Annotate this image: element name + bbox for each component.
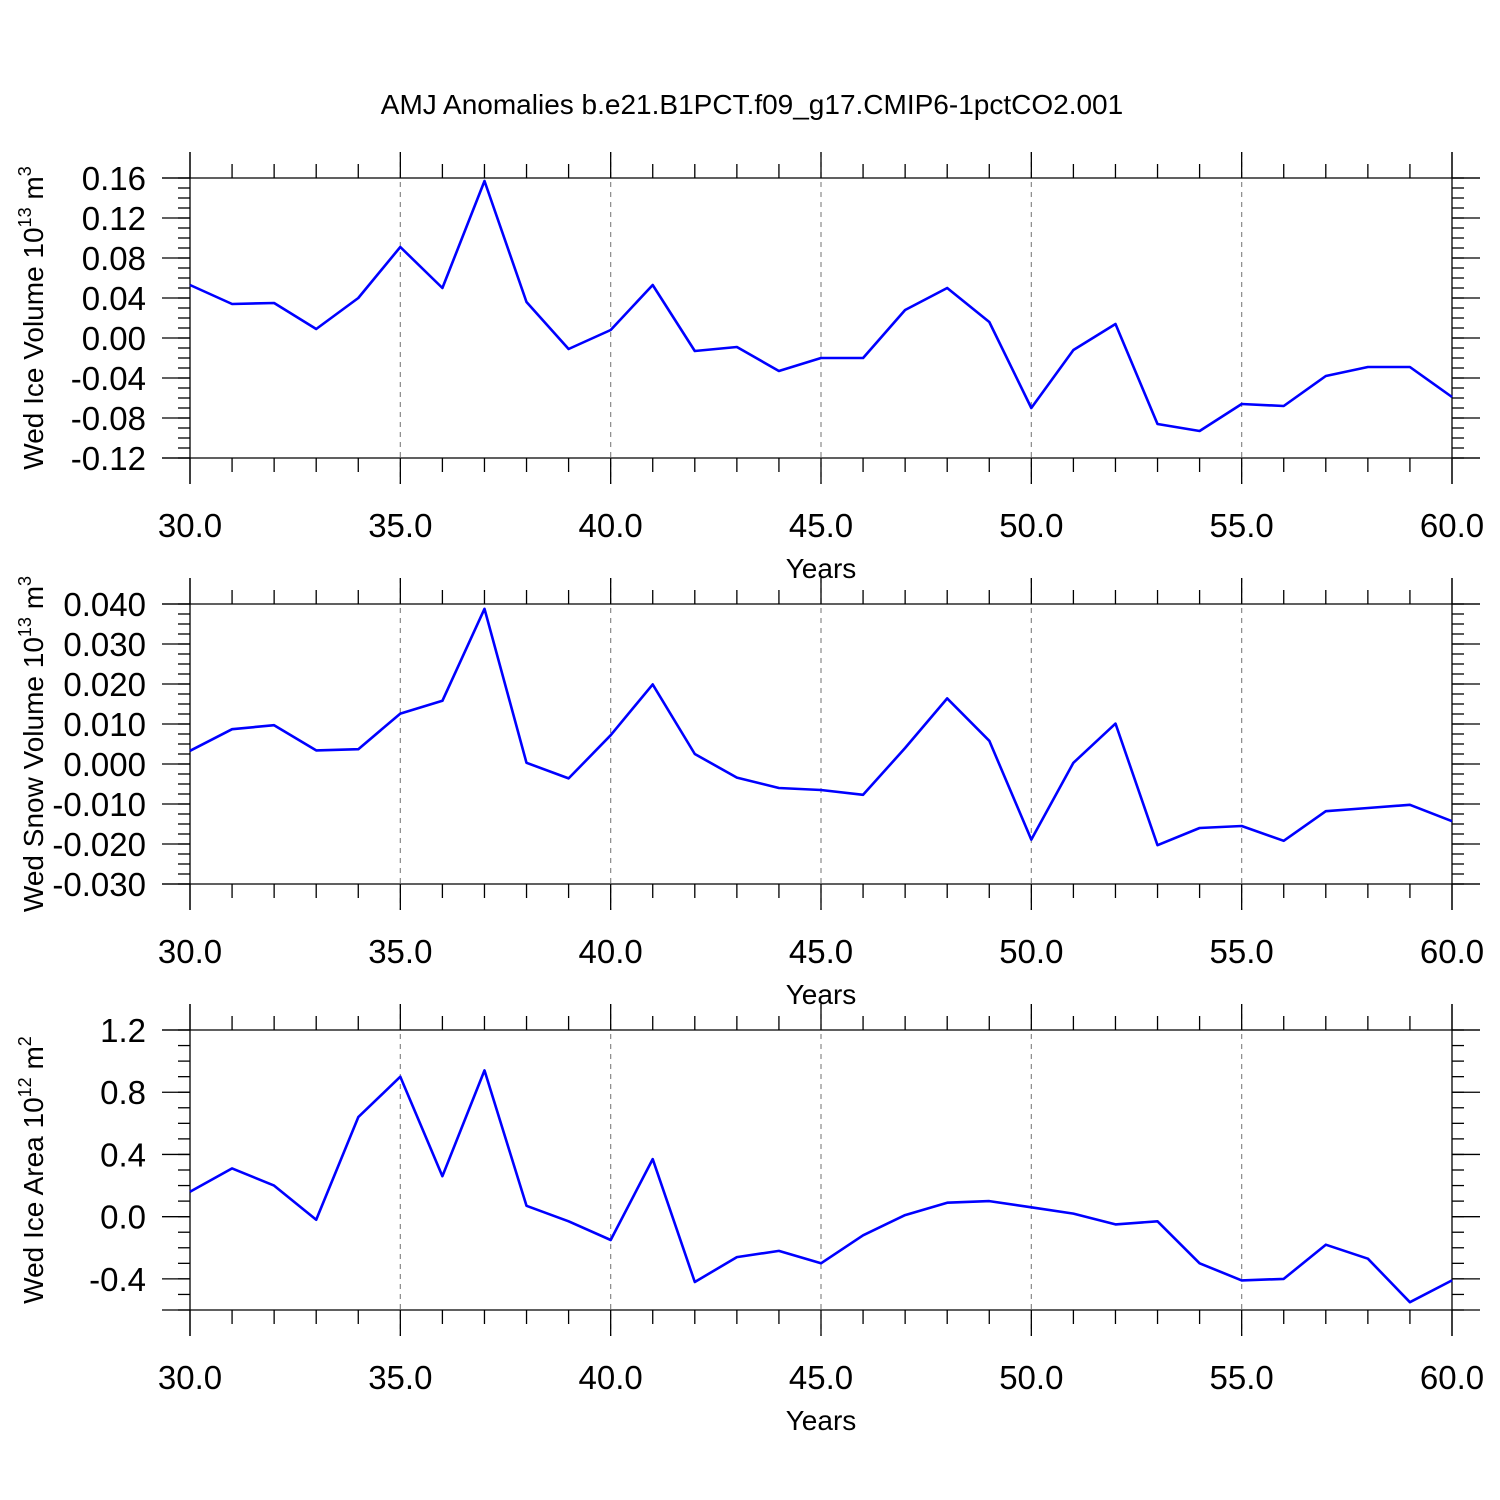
x-tick-label: 55.0: [1210, 1359, 1274, 1396]
y-tick-label: 0.12: [82, 200, 146, 237]
y-tick-label: 0.8: [100, 1074, 146, 1111]
series-line: [189, 1069, 1453, 1304]
x-tick-label: 30.0: [158, 933, 222, 970]
x-tick-label: 40.0: [579, 1359, 643, 1396]
x-tick-label: 45.0: [789, 507, 853, 544]
y-tick-label: -0.08: [71, 400, 146, 437]
x-tick-label: 60.0: [1420, 933, 1484, 970]
x-tick-label: 30.0: [158, 1359, 222, 1396]
x-tick-label: 45.0: [789, 933, 853, 970]
y-tick-label: -0.010: [52, 786, 146, 823]
y-tick-label: -0.030: [52, 866, 146, 903]
y-tick-label: -0.020: [52, 826, 146, 863]
y-tick-label: 0.010: [63, 706, 146, 743]
x-tick-label: 35.0: [368, 1359, 432, 1396]
y-tick-label: 0.04: [82, 280, 146, 317]
x-tick-label: 55.0: [1210, 507, 1274, 544]
x-tick-label: 55.0: [1210, 933, 1274, 970]
y-tick-label: -0.12: [71, 440, 146, 477]
x-tick-label: 30.0: [158, 507, 222, 544]
x-tick-label: 50.0: [999, 1359, 1063, 1396]
x-tick-label: 50.0: [999, 933, 1063, 970]
y-tick-label: -0.4: [89, 1261, 146, 1298]
y-tick-label: 0.040: [63, 586, 146, 623]
x-tick-label: 50.0: [999, 507, 1063, 544]
series-line: [189, 607, 1453, 847]
x-tick-label: 35.0: [368, 507, 432, 544]
y-tick-label: -0.04: [71, 360, 146, 397]
x-axis-label: Years: [786, 1405, 857, 1436]
y-tick-label: 0.16: [82, 160, 146, 197]
y-axis-label: Wed Ice Volume 1013 m3: [15, 166, 49, 469]
y-tick-label: 0.000: [63, 746, 146, 783]
y-tick-label: 0.4: [100, 1136, 146, 1173]
series-line: [189, 179, 1453, 433]
x-tick-label: 60.0: [1420, 1359, 1484, 1396]
y-tick-label: 0.020: [63, 666, 146, 703]
y-tick-label: 0.00: [82, 320, 146, 357]
y-tick-label: 0.0: [100, 1199, 146, 1236]
x-tick-label: 40.0: [579, 507, 643, 544]
x-tick-label: 45.0: [789, 1359, 853, 1396]
y-axis-label: Wed Ice Area 1012 m2: [15, 1036, 49, 1304]
x-tick-label: 40.0: [579, 933, 643, 970]
chart-title: AMJ Anomalies b.e21.B1PCT.f09_g17.CMIP6-…: [381, 89, 1123, 120]
y-axis-label: Wed Snow Volume 1013 m3: [15, 576, 49, 912]
x-tick-label: 35.0: [368, 933, 432, 970]
y-tick-label: 0.030: [63, 626, 146, 663]
y-tick-label: 1.2: [100, 1012, 146, 1049]
panel-2: -0.030-0.020-0.0100.0000.0100.0200.0300.…: [15, 576, 1484, 1010]
y-tick-label: 0.08: [82, 240, 146, 277]
x-tick-label: 60.0: [1420, 507, 1484, 544]
panel-3: -0.4 0.0 0.4 0.8 1.2 30.0 35.0 40.0 45.0 50.0 55.0…: [15, 1004, 1484, 1436]
panel-1: -0.12-0.08-0.040.000.040.080.120.16 30.0 3…: [15, 152, 1484, 584]
